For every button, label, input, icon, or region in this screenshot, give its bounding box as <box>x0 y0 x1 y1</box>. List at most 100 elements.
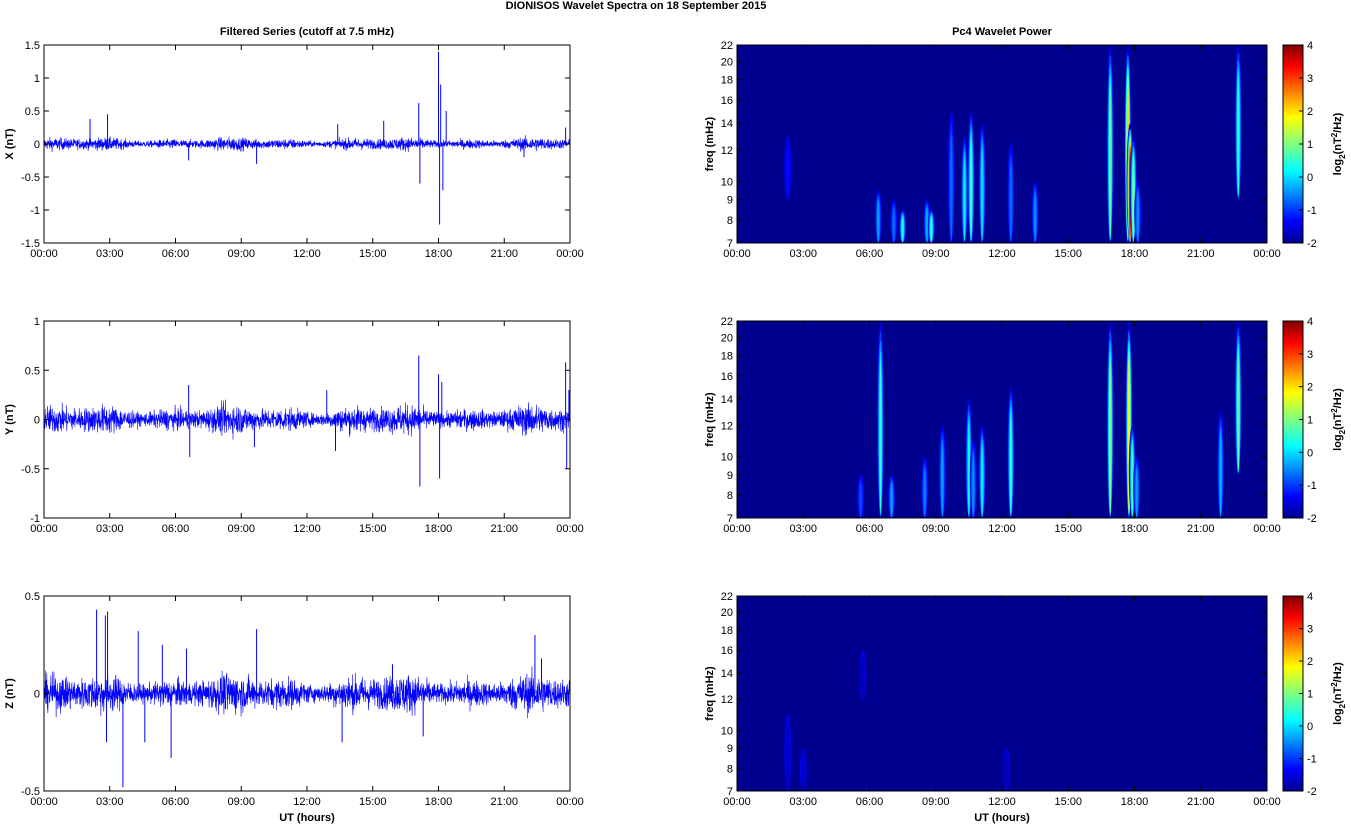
power-streak <box>901 216 904 243</box>
x-tick-label: 00:00 <box>556 523 584 535</box>
y-tick-label: 12 <box>721 420 733 432</box>
power-streak <box>1034 193 1037 242</box>
colorbar-label-part: 2 <box>1330 132 1339 137</box>
colorbar-label-part: /Hz) <box>1332 662 1344 683</box>
x-tick-label: 18:00 <box>1121 248 1149 260</box>
y-tick-label: 0 <box>34 139 40 151</box>
y-tick-label: -0.5 <box>21 786 40 798</box>
x-tick-label: 03:00 <box>96 796 124 808</box>
figure-title: DIONISOS Wavelet Spectra on 18 September… <box>506 0 767 12</box>
power-streak <box>859 483 862 518</box>
series-trace <box>44 399 570 440</box>
x-tick-label: 06:00 <box>162 523 190 535</box>
colorbar-tick-label: -2 <box>1307 238 1317 250</box>
colorbar-tick-label: 1 <box>1307 689 1313 701</box>
panel-title: Filtered Series (cutoff at 7.5 mHz) <box>220 26 395 38</box>
x-tick-label: 15:00 <box>359 523 387 535</box>
power-streak <box>1109 360 1112 514</box>
colorbar-tick-label: 2 <box>1307 382 1313 394</box>
y-tick-label: 14 <box>721 118 733 130</box>
colorbar-tick-label: -1 <box>1307 754 1317 766</box>
x-tick-label: 21:00 <box>1187 523 1215 535</box>
heatmap-events <box>784 45 1242 243</box>
y-tick-label: 18 <box>721 351 733 363</box>
colorbar-label-part: log <box>1332 159 1344 176</box>
power-streak <box>861 659 864 699</box>
power-streak <box>981 443 984 516</box>
colorbar-label-part: 2 <box>1330 408 1339 413</box>
colorbar-label-part: 2 <box>1338 154 1347 159</box>
chart-panels: 1.510.50-0.5-1-1.500:00 03:00 06:00 09:00 12… <box>4 26 1347 824</box>
x-tick-label: 18:00 <box>1121 523 1149 535</box>
power-streak <box>1237 75 1240 197</box>
power-streak <box>950 137 953 241</box>
colorbar-label: log2(nT2/Hz) <box>1330 388 1347 451</box>
power-streak <box>802 756 805 791</box>
y-tick-label: 10 <box>721 452 733 464</box>
x-tick-label: 03:00 <box>789 248 817 260</box>
y-axis-label: Z (nT) <box>4 678 16 709</box>
y-tick-label: -1.5 <box>21 238 40 250</box>
y-tick-label: -1 <box>30 513 40 525</box>
heatmap-background <box>737 596 1267 791</box>
y-tick-label: 7 <box>727 513 733 525</box>
y-tick-label: 9 <box>727 470 733 482</box>
y-tick-label: 10 <box>721 725 733 737</box>
x-tick-label: 21:00 <box>490 248 518 260</box>
y-tick-label: 18 <box>721 75 733 87</box>
x-tick-label: 00:00 <box>30 796 58 808</box>
y-tick-label: 0 <box>34 415 40 427</box>
x-tick-label: 21:00 <box>1187 248 1215 260</box>
y-tick-label: 1.5 <box>25 40 40 52</box>
colorbar-label-part: log <box>1332 708 1344 725</box>
y-tick-label: 10 <box>721 176 733 188</box>
colorbar-tick-label: 0 <box>1307 721 1313 733</box>
x-tick-label: 12:00 <box>293 523 321 535</box>
x-tick-label: 12:00 <box>293 796 321 808</box>
x-tick-label: 03:00 <box>789 796 817 808</box>
x-tick-label: 06:00 <box>856 248 884 260</box>
y-tick-label: 16 <box>721 371 733 383</box>
colorbar-tick-label: 4 <box>1307 316 1313 328</box>
colorbar-tick-label: 3 <box>1307 624 1313 636</box>
y-tick-label: -1 <box>30 205 40 217</box>
y-tick-label: 7 <box>727 786 733 798</box>
power-streak <box>890 483 893 518</box>
colorbar-label-part: 2 <box>1330 682 1339 687</box>
colorbar-tick-label: 3 <box>1307 73 1313 85</box>
x-tick-label: 00:00 <box>723 523 751 535</box>
heatmap-background <box>737 321 1267 518</box>
y-axis-label: freq (mHz) <box>704 666 716 721</box>
y-tick-label: 1 <box>34 73 40 85</box>
y-tick-label: 1 <box>34 316 40 328</box>
power-streak <box>1109 84 1112 239</box>
colorbar-tick-label: 3 <box>1307 349 1313 361</box>
power-streak <box>1135 468 1138 517</box>
x-tick-label: 00:00 <box>1253 523 1281 535</box>
line-panel-4: 0.50-0.500:00 03:00 06:00 09:00 12:00 15:00 18… <box>4 591 584 824</box>
y-tick-label: 20 <box>721 332 733 344</box>
colorbar-tick-label: 0 <box>1307 447 1313 459</box>
x-tick-label: 06:00 <box>162 248 190 260</box>
x-tick-label: 00:00 <box>1253 796 1281 808</box>
x-tick-label: 12:00 <box>293 248 321 260</box>
power-streak <box>1005 756 1008 791</box>
y-tick-label: -0.5 <box>21 172 40 184</box>
colorbar-tick-label: 2 <box>1307 656 1313 668</box>
power-streak <box>1136 193 1139 242</box>
colorbar-label-part: (nT <box>1332 687 1344 704</box>
y-tick-label: 0.5 <box>25 365 40 377</box>
x-tick-label: 06:00 <box>162 796 190 808</box>
line-panel-2: 10.50-0.5-100:00 03:00 06:00 09:00 12:00 15:0… <box>4 316 584 535</box>
power-streak <box>1009 412 1012 516</box>
x-tick-label: 03:00 <box>96 523 124 535</box>
x-tick-label: 06:00 <box>856 523 884 535</box>
power-streak <box>877 200 880 242</box>
y-tick-label: 8 <box>727 763 733 775</box>
colorbar-tick-label: 4 <box>1307 40 1313 52</box>
